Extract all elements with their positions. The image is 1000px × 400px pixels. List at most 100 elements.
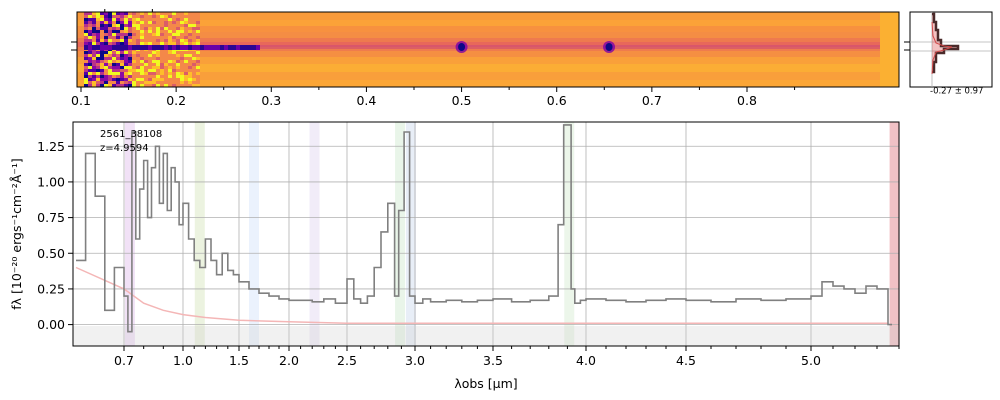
heatmap-cell xyxy=(100,69,104,72)
heatmap-cell xyxy=(192,84,196,87)
heatmap-cell xyxy=(112,21,116,24)
emission-line-band xyxy=(309,122,320,346)
heatmap-cell xyxy=(148,39,152,42)
heatmap-cell xyxy=(108,39,112,42)
heatmap-cell xyxy=(188,15,192,18)
heatmap-cell xyxy=(180,30,184,33)
heatmap-cell xyxy=(184,27,188,30)
heatmap-row xyxy=(77,57,899,64)
heatmap-cell xyxy=(140,78,144,81)
heatmap-cell xyxy=(196,27,200,30)
heatmap-cell xyxy=(136,60,140,63)
heatmap-trace-cell xyxy=(244,45,248,50)
heatmap-cell xyxy=(140,84,144,87)
heatmap-cell xyxy=(152,27,156,30)
heatmap-cell xyxy=(188,42,192,45)
heatmap-cell xyxy=(96,39,100,42)
heatmap-cell xyxy=(124,21,128,24)
heatmap-cell xyxy=(144,63,148,66)
heatmap-cell xyxy=(88,60,92,63)
heatmap-cell xyxy=(112,24,116,27)
heatmap-cell xyxy=(108,33,112,36)
heatmap-cell xyxy=(172,78,176,81)
x-tick-label: 0.8 xyxy=(737,93,757,108)
heatmap-row xyxy=(77,32,899,38)
heatmap-cell xyxy=(132,60,136,63)
heatmap-cell xyxy=(128,42,132,45)
heatmap-trace-cell xyxy=(136,45,140,50)
heatmap-cell xyxy=(148,33,152,36)
heatmap-cell xyxy=(128,84,132,87)
heatmap-cell xyxy=(152,18,156,21)
heatmap-cell xyxy=(152,75,156,78)
heatmap-cell xyxy=(88,57,92,60)
heatmap-cell xyxy=(96,21,100,24)
heatmap-cell xyxy=(156,63,160,66)
heatmap-cell xyxy=(184,24,188,27)
heatmap-trace-cell xyxy=(200,45,204,50)
profile-panel: -0.27 ± 0.97 xyxy=(904,11,993,97)
heatmap-cell xyxy=(144,27,148,30)
heatmap-cell xyxy=(148,75,152,78)
emission-line-bands xyxy=(124,122,900,346)
profile-annotation: -0.27 ± 0.97 xyxy=(930,87,983,97)
heatmap-cell xyxy=(100,42,104,45)
heatmap-cell xyxy=(104,33,108,36)
heatmap-cell xyxy=(196,36,200,39)
heatmap-cell xyxy=(108,63,112,66)
heatmap-cell xyxy=(192,66,196,69)
heatmap-cell xyxy=(132,69,136,72)
heatmap-cell xyxy=(156,39,160,42)
heatmap-cell xyxy=(100,33,104,36)
heatmap-cell xyxy=(104,18,108,21)
heatmap-cell xyxy=(140,81,144,84)
heatmap-cell xyxy=(136,30,140,33)
heatmap-cell xyxy=(176,54,180,57)
emission-line-band xyxy=(889,122,900,346)
heatmap-cell xyxy=(168,21,172,24)
heatmap-cell xyxy=(192,15,196,18)
heatmap-cell xyxy=(164,36,168,39)
heatmap-cell xyxy=(120,36,124,39)
heatmap-cell xyxy=(184,72,188,75)
heatmap-cell xyxy=(112,57,116,60)
heatmap-cell xyxy=(144,21,148,24)
heatmap-cell xyxy=(172,57,176,60)
heatmap-cell xyxy=(148,42,152,45)
heatmap-cell xyxy=(96,60,100,63)
heatmap-cell xyxy=(144,51,148,54)
heatmap-trace-cell xyxy=(228,45,232,50)
heatmap-cell xyxy=(120,69,124,72)
heatmap-row xyxy=(77,38,899,42)
heatmap-cell xyxy=(164,33,168,36)
heatmap-cell xyxy=(152,60,156,63)
heatmap-cell xyxy=(96,36,100,39)
heatmap-trace-cell xyxy=(192,45,196,50)
heatmap-cell xyxy=(152,69,156,72)
heatmap-cell xyxy=(136,42,140,45)
heatmap-cell xyxy=(152,84,156,87)
heatmap-cell xyxy=(88,84,92,87)
heatmap-cell xyxy=(144,30,148,33)
heatmap-cell xyxy=(168,81,172,84)
heatmap-cell xyxy=(168,75,172,78)
heatmap-cell xyxy=(156,27,160,30)
heatmap-cell xyxy=(120,66,124,69)
heatmap-cell xyxy=(84,54,88,57)
emission-line-band xyxy=(395,122,406,346)
heatmap-cell xyxy=(128,33,132,36)
heatmap-cell xyxy=(164,42,168,45)
heatmap-cell xyxy=(88,75,92,78)
heatmap-cell xyxy=(124,27,128,30)
heatmap-cell xyxy=(124,78,128,81)
heatmap-cell xyxy=(108,81,112,84)
heatmap-cell xyxy=(192,75,196,78)
heatmap-cell xyxy=(156,33,160,36)
heatmap-cell xyxy=(132,54,136,57)
heatmap-cell xyxy=(112,54,116,57)
heatmap-cell xyxy=(116,51,120,54)
heatmap-cell xyxy=(156,54,160,57)
heatmap-cell xyxy=(184,39,188,42)
heatmap-trace-cell xyxy=(152,45,156,50)
heatmap-trace-cell xyxy=(128,45,132,50)
